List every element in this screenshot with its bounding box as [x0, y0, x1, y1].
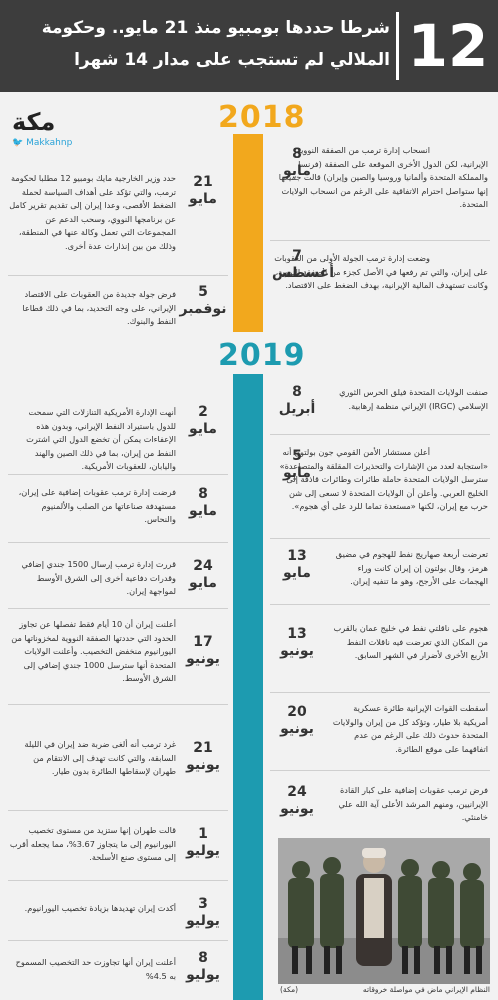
event-date: 24 يونيو: [280, 784, 314, 817]
event-date: 13 يونيو: [280, 626, 314, 659]
photo-caption-text: النظام الإيراني ماض في مواصلة خروقاته: [362, 985, 490, 994]
event-text: أكدت إيران تهديدها بزيادة تخصيب اليوراني…: [24, 903, 176, 913]
year-2018-heading: 2018: [218, 100, 306, 135]
header-banner: 12 شرطا حددها بومبيو منذ 21 مايو.. وحكوم…: [0, 0, 498, 92]
event-date: 17 يونيو: [186, 634, 220, 667]
event-date: 7 أغسطس: [272, 248, 335, 281]
event-date: 20 يونيو: [280, 704, 314, 737]
divider: [8, 810, 228, 811]
event-text: أنهت الإدارة الأمريكية التنازلات التي سم…: [26, 407, 176, 471]
event-text: وضعت إدارة ترمب الجولة الأولى من العقوبا…: [274, 253, 488, 290]
photo-caption: النظام الإيراني ماض في مواصلة خروقاته (م…: [278, 985, 490, 994]
event-date: 5 مايو: [283, 448, 311, 481]
header-title-line2: الملالي لم تستجب على مدار 14 شهرا: [74, 50, 390, 70]
event-date: 3 يوليو: [186, 896, 220, 929]
event-date: 24 مايو: [189, 558, 217, 591]
divider: [270, 240, 490, 241]
event-text: هجوم على ناقلتي نفط في خليج عمان بالقرب …: [333, 623, 488, 660]
divider: [270, 692, 490, 693]
event-text: تعرضت أربعة صهاريج نفط للهجوم في مضيق هر…: [335, 549, 488, 586]
event-date: 21 مايو: [189, 174, 217, 207]
event-text: صنفت الولايات المتحدة فيلق الحرس الثوري …: [339, 387, 488, 411]
divider: [270, 770, 490, 771]
event-text: أعلنت إيران أن 10 أيام فقط تفصلها عن تجا…: [11, 619, 176, 683]
photo-source: (مكة): [280, 985, 299, 994]
divider: [8, 704, 228, 705]
event-date: 8 أبريل: [278, 384, 316, 417]
event-text: فرض جولة جديدة من العقوبات على الاقتصاد …: [22, 289, 176, 326]
twitter-icon: 🐦: [12, 138, 24, 148]
makkah-logo: مكة 🐦 Makkahnp: [12, 108, 92, 158]
timeline-bar-2019: [233, 374, 263, 1000]
event-text: حدد وزير الخارجية مايك بومبيو 12 مطلبا ل…: [9, 173, 176, 251]
event-date: 8 مايو: [189, 486, 217, 519]
event-date: 8 مايو: [283, 146, 311, 179]
header-number: 12: [407, 12, 489, 80]
header-title-line1: شرطا حددها بومبيو منذ 21 مايو.. وحكومة: [41, 18, 390, 38]
year-2019-heading: 2019: [218, 338, 306, 373]
divider: [270, 434, 490, 435]
event-date: 5 نوفمبر: [179, 284, 227, 317]
event-text: فرض ترمب عقوبات إضافية على كبار القادة ا…: [338, 785, 488, 822]
divider: [8, 542, 228, 543]
event-text: انسحاب إدارة ترمب من الصفقة النووية الإي…: [278, 145, 488, 209]
photo-iranian-leadership: [278, 838, 490, 984]
event-text: قالت طهران إنها ستزيد من مستوى تخصيب الي…: [9, 825, 176, 862]
event-date: 21 يونيو: [186, 740, 220, 773]
divider: [8, 474, 228, 475]
divider: [8, 608, 228, 609]
event-text: غرد ترمب أنه ألغى ضربة ضد إيران في الليل…: [24, 739, 176, 776]
event-date: 2 مايو: [189, 404, 217, 437]
divider: [8, 880, 228, 881]
timeline-bar-2018: [233, 134, 263, 332]
event-text: أعلنت إيران أنها تجاوزت حد التخصيب المسم…: [15, 957, 176, 981]
divider: [8, 275, 228, 276]
event-text: فرضت إدارة ترمب عقوبات إضافية على إيران،…: [18, 487, 176, 524]
event-date: 1 يوليو: [186, 826, 220, 859]
event-text: أعلن مستشار الأمن القومي جون بولتون أنه …: [279, 447, 488, 511]
divider: [270, 604, 490, 605]
header-title: شرطا حددها بومبيو منذ 21 مايو.. وحكومة ا…: [10, 12, 390, 76]
event-text: أسقطت القوات الإيرانية طائرة عسكرية أمري…: [332, 703, 488, 754]
event-date: 13 مايو: [283, 548, 311, 581]
divider: [8, 940, 228, 941]
logo-handle: Makkahnp: [26, 138, 73, 148]
event-text: قررت إدارة ترمب إرسال 1500 جندي إضافي وق…: [21, 559, 176, 596]
logo-wordmark: مكة: [12, 108, 56, 136]
header-divider: [396, 12, 399, 80]
photo-illustration: [278, 838, 490, 984]
logo-handle-row: 🐦 Makkahnp: [12, 138, 92, 148]
event-date: 8 يوليو: [186, 950, 220, 983]
divider: [270, 538, 490, 539]
